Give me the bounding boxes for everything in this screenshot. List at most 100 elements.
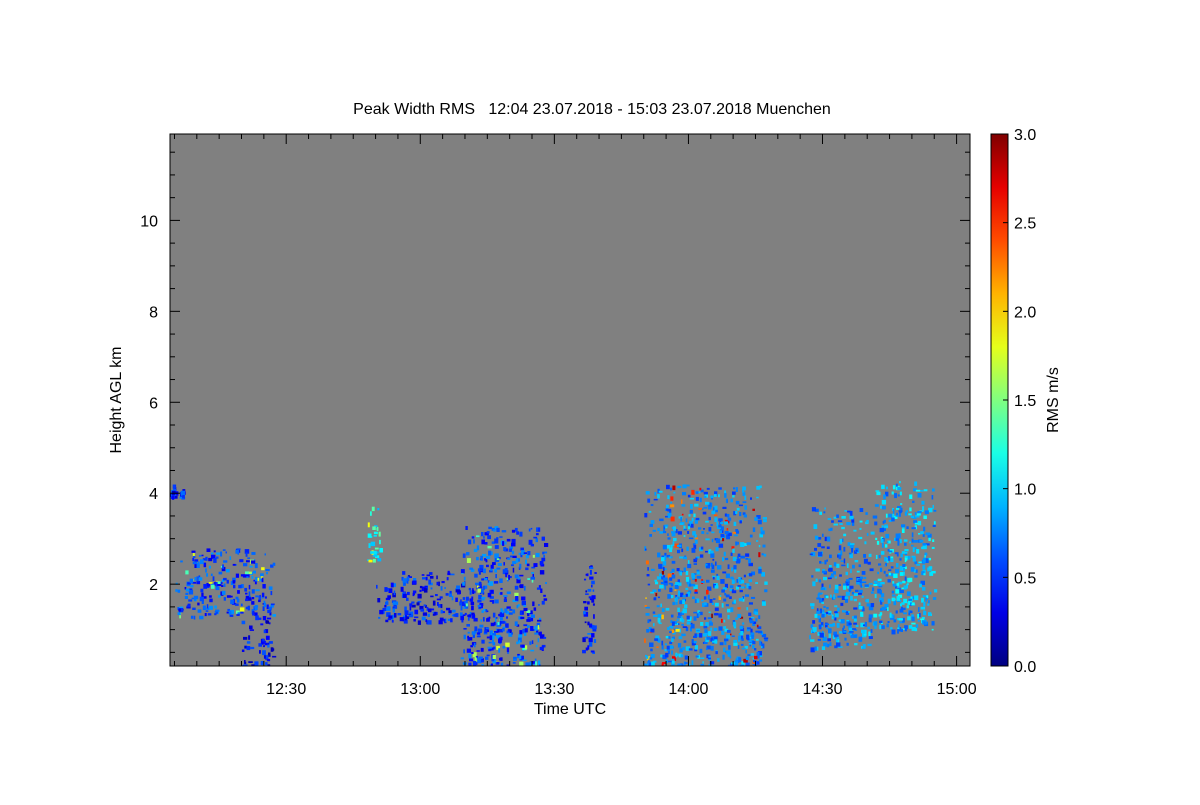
echo-pixel [817,543,822,547]
echo-pixel [868,553,872,557]
echo-pixel [726,650,731,655]
echo-pixel [402,593,407,598]
echo-pixel [712,598,716,600]
colorbar-tick-label: 2.5 [1014,216,1036,233]
echo-pixel [479,603,484,607]
echo-pixel [923,526,926,532]
echo-pixel [262,603,265,605]
echo-pixel [248,661,253,663]
echo-pixel [469,658,473,662]
echo-pixel [689,497,694,500]
echo-pixel [714,585,719,589]
echo-pixel [834,605,838,608]
echo-pixel [489,647,494,651]
echo-pixel [737,541,739,545]
echo-pixel [723,551,726,557]
echo-pixel [748,602,753,605]
echo-pixel [901,551,905,554]
echo-pixel [917,520,922,526]
echo-pixel [411,601,415,604]
echo-pixel [663,525,666,530]
echo-pixel [874,593,877,599]
echo-pixel [734,534,738,537]
echo-pixel [187,582,191,585]
echo-pixel [732,548,735,553]
echo-pixel [488,641,492,644]
echo-pixel [881,500,887,505]
echo-pixel [744,583,747,585]
echo-pixel [907,601,912,605]
echo-pixel [845,580,850,584]
echo-pixel [739,577,741,582]
echo-pixel [252,611,254,616]
echo-pixel [708,631,712,636]
echo-pixel [536,629,539,634]
echo-pixel [855,549,858,552]
echo-pixel [529,641,532,645]
echo-pixel [670,516,675,522]
x-tick-label: 13:00 [400,681,440,698]
echo-pixel [476,632,481,635]
echo-pixel [837,553,842,556]
echo-pixel [538,585,541,590]
echo-pixel [239,607,245,612]
echo-pixel [925,597,927,602]
echo-pixel [843,546,846,552]
echo-pixel [701,531,705,534]
echo-pixel [923,611,927,616]
echo-pixel [741,638,744,641]
echo-pixel [671,574,676,579]
echo-pixel [849,543,854,549]
echo-pixel [531,572,535,574]
echo-pixel [758,545,761,548]
echo-pixel [897,581,903,585]
echo-pixel [708,527,712,532]
echo-pixel [743,514,747,518]
echo-pixel [908,513,912,516]
echo-pixel [885,574,889,577]
echo-pixel [888,519,893,522]
echo-pixel [467,539,472,545]
echo-pixel [469,612,472,615]
echo-pixel [669,577,673,581]
echo-pixel [661,614,664,620]
echo-pixel [481,588,484,594]
echo-pixel [425,576,428,581]
echo-pixel [586,573,589,577]
echo-pixel [758,568,762,574]
echo-pixel [742,491,746,496]
echo-pixel [445,593,449,596]
echo-pixel [660,582,665,585]
echo-pixel [745,557,749,560]
echo-pixel [837,638,840,643]
echo-pixel [906,583,909,586]
echo-pixel [854,550,858,554]
echo-pixel [239,559,244,563]
echo-pixel [670,544,673,550]
echo-pixel [676,618,679,622]
echo-pixel [737,553,741,557]
echo-pixel [506,578,510,580]
echo-pixel [202,605,206,611]
echo-pixel [885,513,888,518]
echo-pixel [687,582,690,587]
echo-pixel [268,622,271,625]
echo-pixel [881,543,884,548]
echo-pixel [591,599,595,603]
echo-pixel [892,598,896,601]
echo-pixel [517,637,522,643]
echo-pixel [474,573,478,578]
echo-pixel [866,603,871,607]
echo-pixel [674,543,679,548]
echo-pixel [721,630,725,635]
echo-pixel [732,531,736,534]
echo-pixel [400,586,404,592]
echo-pixel [670,504,675,508]
echo-pixel [529,618,534,622]
echo-pixel [900,628,903,632]
echo-pixel [706,487,710,490]
echo-pixel [848,512,852,515]
echo-pixel [758,566,762,570]
echo-pixel [833,631,837,636]
echo-pixel [372,552,378,557]
